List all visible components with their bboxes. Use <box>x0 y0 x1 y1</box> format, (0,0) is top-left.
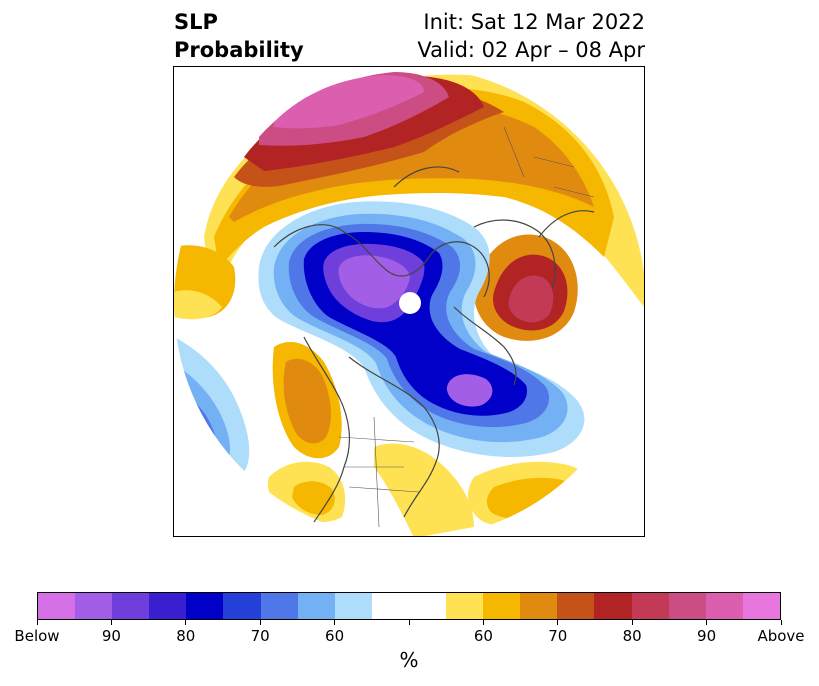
valid-range: Valid: 02 Apr – 08 Apr <box>417 38 645 62</box>
colorbar-segment <box>483 593 521 619</box>
colorbar-segment <box>631 593 669 619</box>
colorbar-tick <box>557 620 559 625</box>
colorbar-tick-label: 80 <box>176 627 196 645</box>
colorbar-tick <box>259 620 261 625</box>
colorbar-tick <box>110 620 112 625</box>
map-svg <box>174 67 644 536</box>
colorbar-segment <box>408 593 447 619</box>
colorbar-tick <box>334 620 336 625</box>
probability-field <box>174 67 644 536</box>
coastlines <box>273 166 595 523</box>
colorbar-tick-label: 90 <box>101 627 121 645</box>
borders <box>338 126 595 528</box>
title-line-1: SLP <box>174 10 218 34</box>
colorbar-tick <box>631 620 633 625</box>
colorbar-tick-label: Below <box>14 627 60 645</box>
colorbar-segment <box>38 593 76 619</box>
colorbar-segment <box>668 593 706 619</box>
colorbar-segment <box>297 593 335 619</box>
colorbar-segment <box>75 593 113 619</box>
colorbar-tick <box>408 620 410 625</box>
chart-title: SLP Probability <box>174 8 304 64</box>
init-date: Init: Sat 12 Mar 2022 <box>423 10 645 34</box>
colorbar-tick <box>706 620 708 625</box>
colorbar-tick-label: 70 <box>250 627 270 645</box>
colorbar-segment <box>371 593 409 619</box>
colorbar-segment <box>223 593 261 619</box>
colorbar-segment <box>112 593 150 619</box>
colorbar-segment <box>557 593 595 619</box>
colorbar-tick-label: 60 <box>325 627 345 645</box>
colorbar-segment <box>705 593 743 619</box>
colorbar-tick <box>36 620 38 625</box>
colorbar-tick-label: 80 <box>622 627 642 645</box>
colorbar-segment <box>446 593 484 619</box>
colorbar-tick-label: 90 <box>697 627 717 645</box>
title-line-2: Probability <box>174 38 304 62</box>
colorbar-unit-label: % <box>399 648 419 672</box>
colorbar-tick-label: 60 <box>473 627 493 645</box>
colorbar-tick-label: 70 <box>548 627 568 645</box>
colorbar-tick <box>482 620 484 625</box>
colorbar-segment <box>149 593 187 619</box>
colorbar <box>37 592 781 620</box>
colorbar-tick <box>185 620 187 625</box>
forecast-dates: Init: Sat 12 Mar 2022 Valid: 02 Apr – 08… <box>417 8 645 64</box>
colorbar-tick-label: Above <box>757 627 805 645</box>
colorbar-segment <box>520 593 558 619</box>
colorbar-segment <box>260 593 298 619</box>
polar-map <box>173 66 645 537</box>
colorbar-segment <box>594 593 632 619</box>
colorbar-segment <box>742 593 780 619</box>
colorbar-tick <box>780 620 782 625</box>
colorbar-segment <box>334 593 372 619</box>
colorbar-segment <box>186 593 224 619</box>
